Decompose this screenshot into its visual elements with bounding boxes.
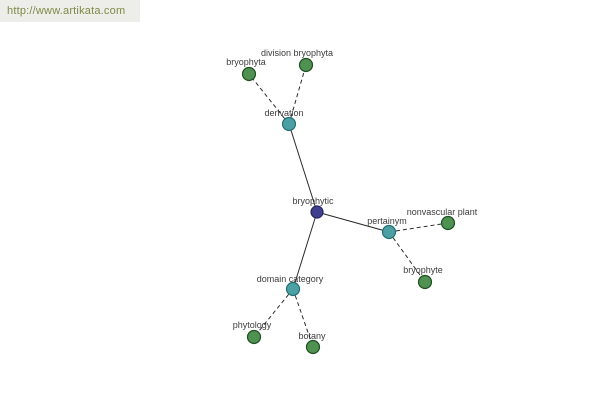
node-bryophytic[interactable] xyxy=(310,205,324,219)
edge-pertainym--nonvascular-plant xyxy=(388,222,449,233)
url-link[interactable]: http://www.artikata.com xyxy=(7,5,126,17)
edge-derivation--bryophyta xyxy=(248,73,290,125)
edge-bryophytic--domain-category xyxy=(292,211,318,290)
node-phytology[interactable] xyxy=(246,329,262,345)
node-label-botany: botany xyxy=(298,331,326,341)
url-badge: http://www.artikata.com xyxy=(0,0,140,22)
edge-domain-category--phytology xyxy=(253,288,294,338)
edge-pertainym--bryophyte xyxy=(388,231,426,283)
edge-derivation--division-bryophyta xyxy=(288,64,307,125)
node-botany[interactable] xyxy=(305,339,321,355)
node-bryophyta[interactable] xyxy=(241,66,257,82)
node-label-bryophyta: bryophyta xyxy=(226,57,266,67)
node-label-phytology: phytology xyxy=(233,320,272,330)
node-label-nonvascular-plant: nonvascular plant xyxy=(407,207,478,217)
edge-bryophytic--pertainym xyxy=(316,211,390,233)
node-nonvascular-plant[interactable] xyxy=(440,215,456,231)
node-label-pertainym: pertainym xyxy=(367,216,407,226)
node-domain-category[interactable] xyxy=(285,281,301,297)
node-label-division-bryophyta: division bryophyta xyxy=(261,48,333,58)
node-label-derivation: derivation xyxy=(264,108,303,118)
node-bryophyte[interactable] xyxy=(417,274,433,290)
edge-bryophytic--derivation xyxy=(288,123,318,213)
node-derivation[interactable] xyxy=(281,116,297,132)
node-division-bryophyta[interactable] xyxy=(298,57,314,73)
node-label-bryophyte: bryophyte xyxy=(403,265,443,275)
node-pertainym[interactable] xyxy=(381,224,397,240)
node-label-domain-category: domain category xyxy=(257,274,324,284)
edge-domain-category--botany xyxy=(292,288,314,348)
